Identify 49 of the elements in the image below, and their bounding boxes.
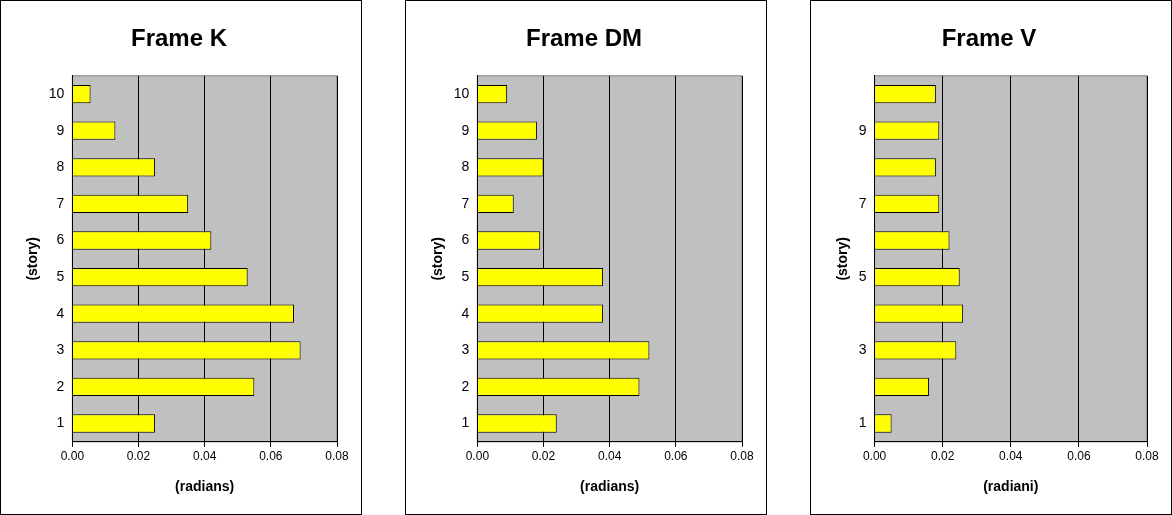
x-tick-label: 0.04 xyxy=(598,449,622,464)
y-tick-label: 6 xyxy=(56,231,65,248)
x-tick-label: 0.02 xyxy=(531,449,556,464)
y-tick-label: 8 xyxy=(461,158,470,175)
x-tick-label: 0.02 xyxy=(931,449,955,464)
x-tick-label: 0.00 xyxy=(862,449,887,464)
x-tick-label: 0.00 xyxy=(60,449,85,464)
y-tick-label: 9 xyxy=(461,121,470,138)
chart-title: Frame K xyxy=(130,24,228,52)
chart-title: Frame DM xyxy=(525,24,643,52)
x-axis-title: (radians) xyxy=(175,478,235,495)
y-tick-label: 9 xyxy=(56,121,65,138)
y-axis-title: (story) xyxy=(24,237,41,281)
chart-title: Frame V xyxy=(941,24,1037,52)
x-tick-label: 0.02 xyxy=(126,449,151,464)
x-tick-label: 0.04 xyxy=(999,449,1023,464)
x-tick-label: 0.06 xyxy=(259,449,283,464)
y-tick-label: 7 xyxy=(858,194,867,211)
x-tick-label: 0.08 xyxy=(1135,449,1159,464)
x-tick-label: 0.08 xyxy=(325,449,349,464)
y-tick-label: 7 xyxy=(56,194,65,211)
y-tick-label: 1 xyxy=(461,414,470,431)
x-tick-label: 0.06 xyxy=(664,449,688,464)
y-tick-label: 8 xyxy=(56,158,65,175)
x-axis-title: (radians) xyxy=(580,478,640,495)
y-tick-label: 10 xyxy=(453,84,470,101)
x-tick-label: 0.06 xyxy=(1067,449,1091,464)
y-tick-label: 4 xyxy=(56,304,65,321)
y-tick-label: 2 xyxy=(461,377,470,394)
y-tick-label: 5 xyxy=(56,267,65,284)
y-tick-label: 4 xyxy=(461,304,470,321)
y-tick-label: 3 xyxy=(858,341,867,358)
y-axis-title: (story) xyxy=(834,237,851,281)
y-tick-label: 6 xyxy=(461,231,470,248)
x-tick-label: 0.08 xyxy=(730,449,754,464)
y-axis-title: (story) xyxy=(429,237,446,281)
y-tick-label: 5 xyxy=(858,267,867,284)
x-axis-title: (radiani) xyxy=(983,478,1039,495)
x-tick-label: 0.04 xyxy=(193,449,217,464)
y-tick-label: 5 xyxy=(461,267,470,284)
y-tick-label: 2 xyxy=(56,377,65,394)
y-tick-label: 7 xyxy=(461,194,470,211)
y-tick-label: 1 xyxy=(858,414,867,431)
y-tick-label: 9 xyxy=(858,121,867,138)
y-tick-label: 3 xyxy=(56,341,65,358)
y-tick-label: 3 xyxy=(461,341,470,358)
y-tick-label: 10 xyxy=(48,84,65,101)
y-tick-label: 1 xyxy=(56,414,65,431)
x-tick-label: 0.00 xyxy=(465,449,490,464)
